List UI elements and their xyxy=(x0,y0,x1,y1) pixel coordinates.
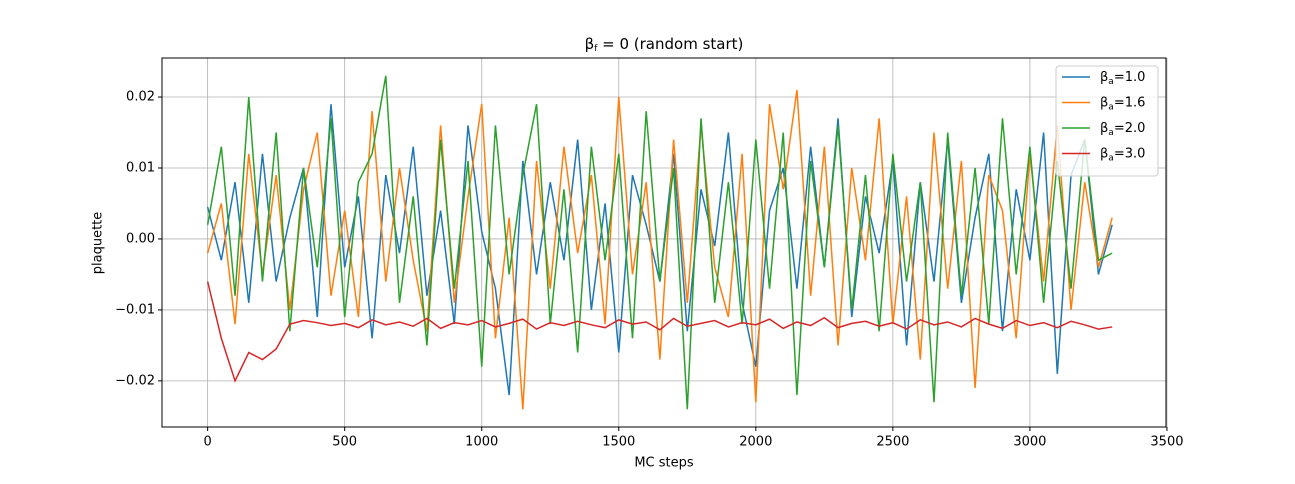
x-tick-label: 2000 xyxy=(739,435,772,450)
legend: βa=1.0 βa=1.6 βa=2.0 βa=3.0 xyxy=(1055,65,1159,177)
y-axis-label: plaquette xyxy=(91,212,106,275)
x-tick-label: 500 xyxy=(332,435,357,450)
x-tick-label: 1500 xyxy=(602,435,635,450)
plot-frame xyxy=(161,57,1167,428)
x-tick-label: 0 xyxy=(203,435,211,450)
legend-label: βa=1.6 xyxy=(1100,95,1145,112)
chart-title: βf = 0 (random start) xyxy=(585,35,744,54)
series-line xyxy=(206,281,1113,383)
legend-box xyxy=(1055,65,1159,177)
series-line xyxy=(206,75,1113,410)
y-tick-label: 0.01 xyxy=(126,160,155,175)
series-line xyxy=(206,89,1113,410)
y-tick-label: 0.00 xyxy=(126,231,155,246)
y-tick-label: 0.02 xyxy=(126,90,155,105)
legend-label: βa=3.0 xyxy=(1100,146,1145,163)
x-tick-label: 3000 xyxy=(1013,435,1046,450)
y-tick-label: −0.02 xyxy=(115,373,155,388)
y-tick-label: −0.01 xyxy=(115,302,155,317)
x-axis-label: MC steps xyxy=(634,456,694,471)
x-tick-label: 2500 xyxy=(876,435,909,450)
x-tick-label: 1000 xyxy=(465,435,498,450)
legend-label: βa=2.0 xyxy=(1100,121,1145,138)
legend-label: βa=1.0 xyxy=(1100,70,1145,87)
x-tick-label: 3500 xyxy=(1150,435,1183,450)
